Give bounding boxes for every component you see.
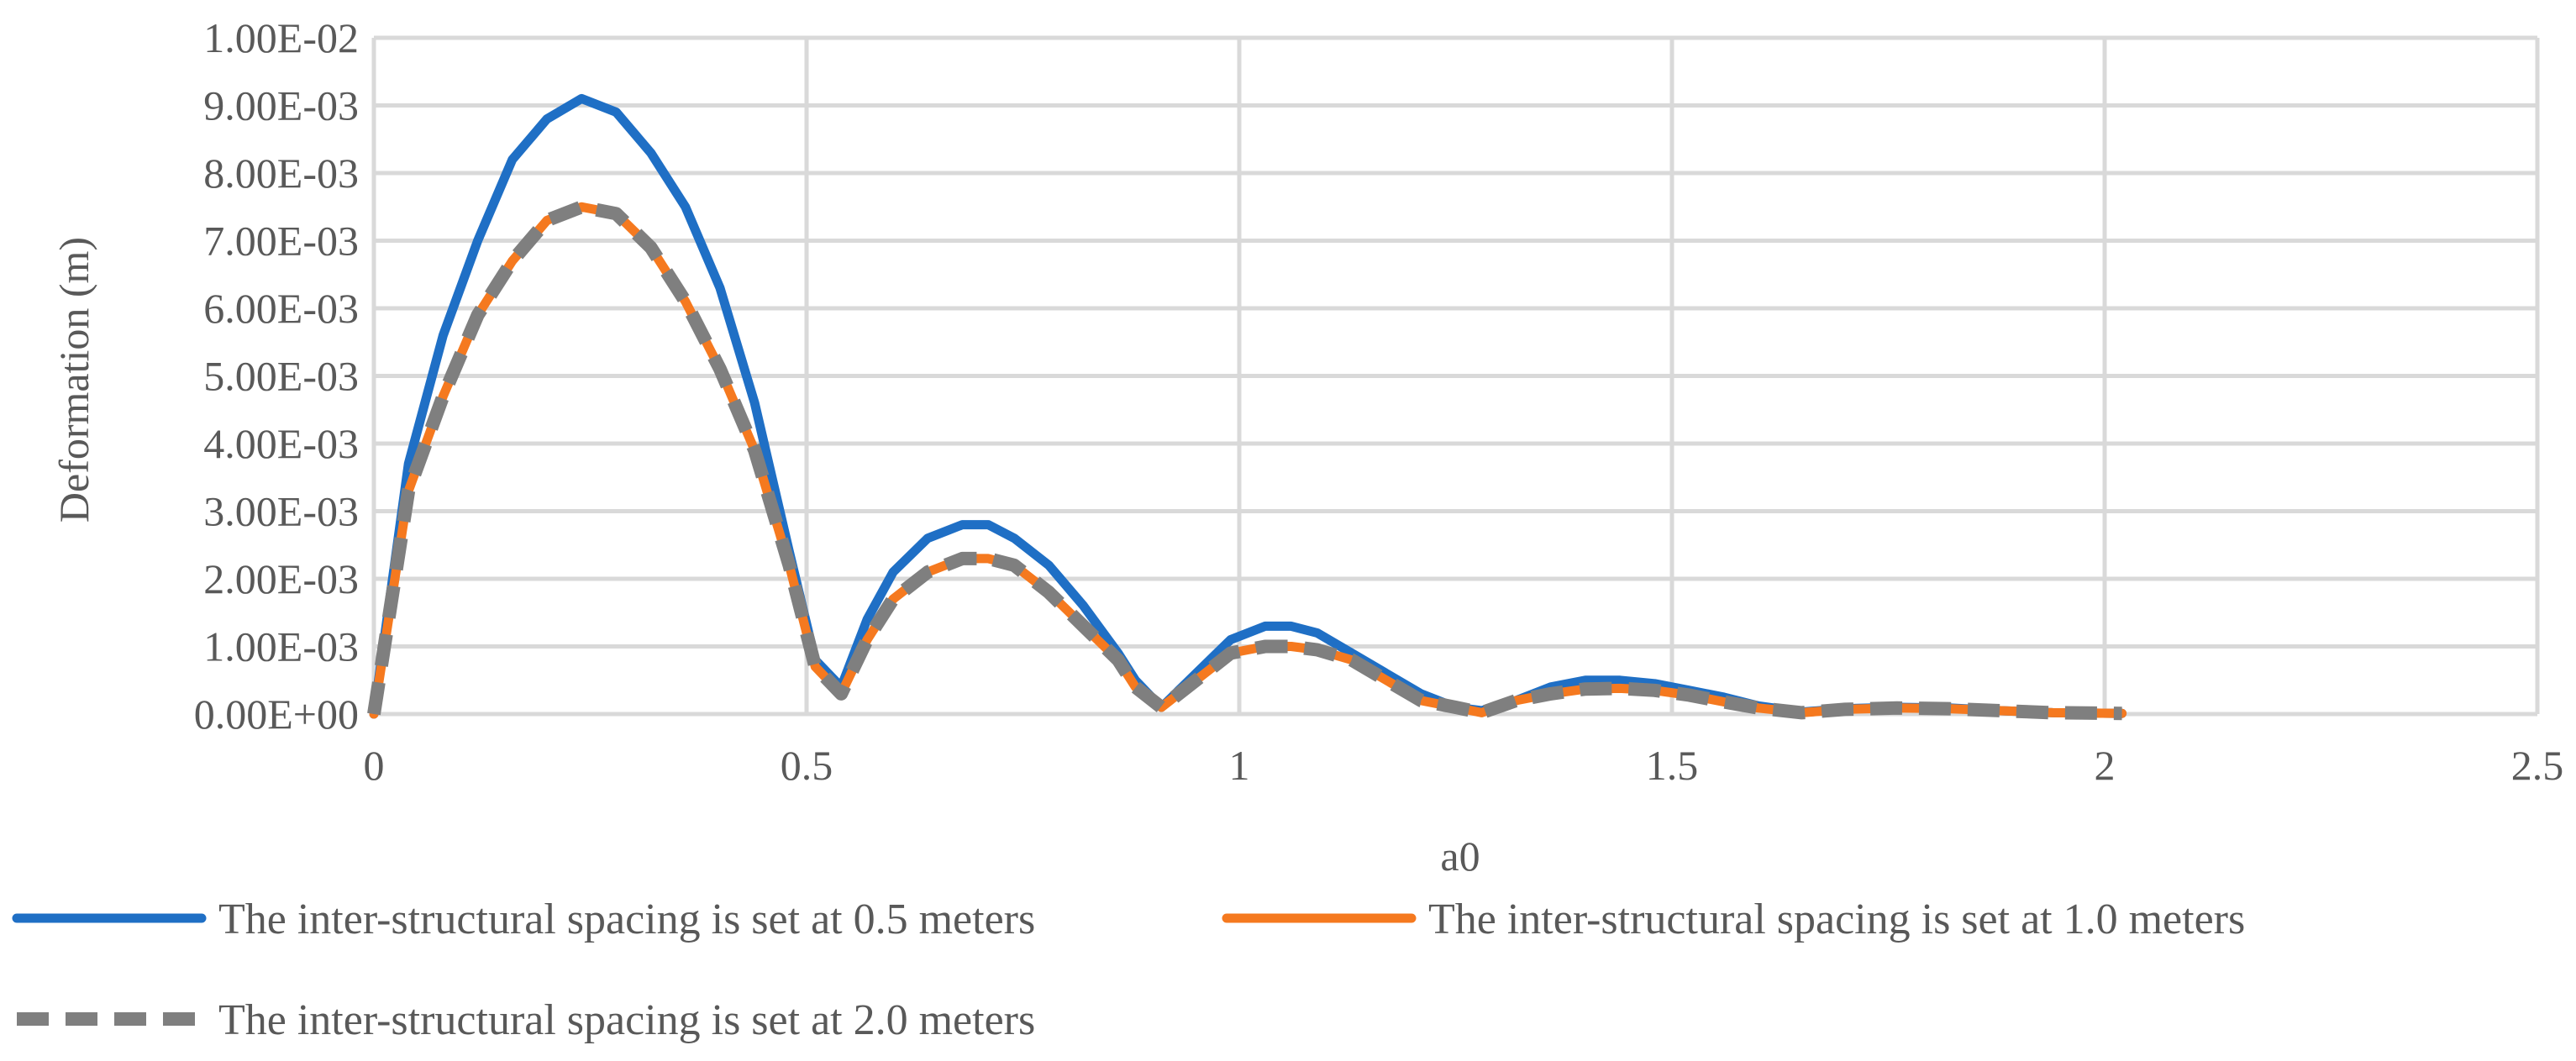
y-axis-label: Deformation (m) (50, 237, 97, 523)
legend-label-2: The inter-structural spacing is set at 1… (1428, 896, 2245, 943)
x-tick-label: 2.5 (2511, 742, 2564, 789)
y-tick-label: 1.00E-03 (203, 623, 359, 670)
series-line-2 (369, 202, 2127, 719)
legend: The inter-structural spacing is set at 0… (12, 896, 2245, 1044)
x-tick-label: 1 (1229, 742, 1250, 789)
y-axis-ticks: 0.00E+00 1.00E-03 2.00E-03 3.00E-03 4.00E-03… (194, 14, 359, 738)
legend-label-1: The inter-structural spacing is set at 0… (218, 896, 1035, 943)
series-layer (367, 93, 2127, 721)
y-tick-label: 9.00E-03 (203, 82, 359, 129)
y-tick-label: 2.00E-03 (203, 555, 359, 602)
x-axis-ticks: 0 0.5 1 1.5 2 2.5 (364, 742, 2564, 789)
series-line-3 (367, 200, 2122, 721)
y-tick-label: 0.00E+00 (194, 691, 359, 738)
grid (371, 35, 2540, 717)
x-axis-label: a0 (1440, 833, 1480, 880)
y-tick-label: 8.00E-03 (203, 150, 359, 197)
y-tick-label: 6.00E-03 (203, 285, 359, 332)
y-tick-label: 1.00E-02 (203, 14, 359, 61)
series-line-1 (369, 93, 2127, 719)
y-tick-label: 5.00E-03 (203, 353, 359, 400)
y-tick-label: 7.00E-03 (203, 218, 359, 265)
x-tick-label: 0 (364, 742, 385, 789)
y-tick-label: 4.00E-03 (203, 420, 359, 467)
y-tick-label: 3.00E-03 (203, 488, 359, 535)
x-tick-label: 0.5 (781, 742, 833, 789)
legend-label-3: The inter-structural spacing is set at 2… (218, 996, 1035, 1044)
x-tick-label: 2 (2095, 742, 2116, 789)
x-tick-label: 1.5 (1646, 742, 1699, 789)
